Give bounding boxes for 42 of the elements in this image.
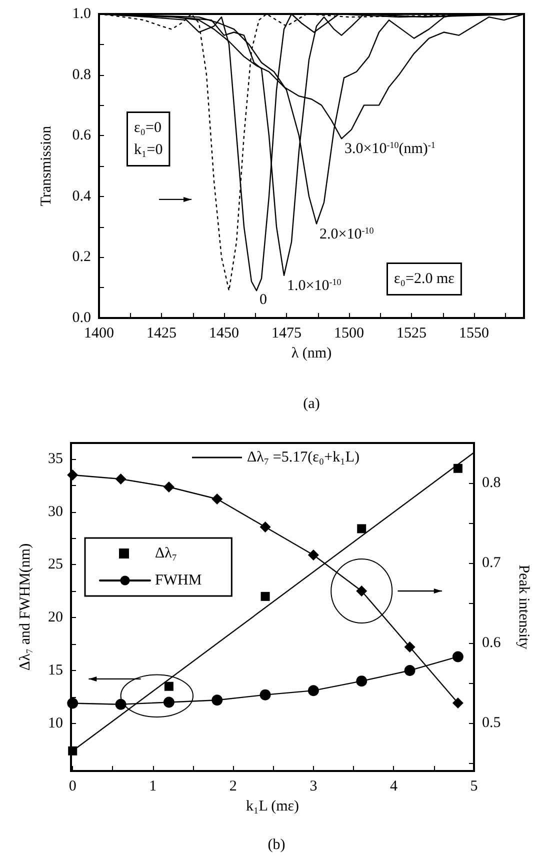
- y2-axis-title: Peak intensity: [516, 564, 532, 650]
- x-tick-label: 0: [68, 778, 76, 794]
- legend-label: Δλ₇ =5.17(ε₀+k₁L): [247, 450, 360, 466]
- annotation: ε₀=2.0 mε: [394, 271, 454, 287]
- x-axis-title: k₁L (mε): [246, 798, 300, 814]
- y-tick-label: 15: [48, 662, 63, 678]
- x-tick-label: 1525: [396, 326, 426, 342]
- y-axis-title: Transmission: [38, 125, 54, 206]
- y2-tick-label: 0.6: [482, 635, 502, 651]
- x-axis-title: λ (nm): [291, 346, 332, 362]
- x-tick-label: 1400: [84, 326, 114, 342]
- x-tick-label: 3: [310, 778, 318, 794]
- y-tick-label: 25: [48, 556, 63, 573]
- annotation: ε₀=0 k₁=0: [134, 120, 163, 158]
- x-tick-label: 1475: [272, 326, 302, 342]
- legend-label: FWHM: [155, 572, 202, 588]
- legend-label: Δλ₇: [155, 546, 178, 562]
- y-tick-label: 30: [48, 504, 63, 520]
- y-tick-label: 0.4: [72, 188, 92, 204]
- y-tick-label: 1.0: [72, 6, 91, 22]
- y-tick-label: 0.6: [72, 128, 92, 144]
- annotation: 0: [260, 292, 267, 308]
- y2-tick-label: 0.8: [482, 475, 501, 491]
- y-tick-label: 35: [48, 450, 63, 467]
- text: (a): [303, 396, 320, 412]
- y-axis-title: Δλ₇ and FWHM(nm): [18, 543, 34, 671]
- x-tick-label: 1425: [146, 326, 176, 342]
- y-tick-label: 10: [48, 715, 63, 732]
- y2-tick-label: 0.7: [482, 555, 502, 571]
- y2-tick-label: 0.5: [482, 715, 501, 731]
- y-tick-label: 0.2: [72, 249, 91, 266]
- x-tick-label: 1500: [334, 326, 364, 342]
- x-tick-label: 1550: [459, 326, 489, 342]
- y-tick-label: 20: [48, 610, 63, 626]
- x-tick-label: 1: [149, 778, 157, 794]
- text: (b): [268, 837, 286, 853]
- x-tick-label: 5: [470, 778, 478, 794]
- y-tick-label: 0.8: [72, 66, 91, 83]
- x-tick-label: 2: [229, 778, 237, 794]
- x-tick-label: 4: [390, 778, 398, 794]
- x-tick-label: 1450: [209, 326, 239, 342]
- y-tick-label: 0.0: [72, 310, 91, 326]
